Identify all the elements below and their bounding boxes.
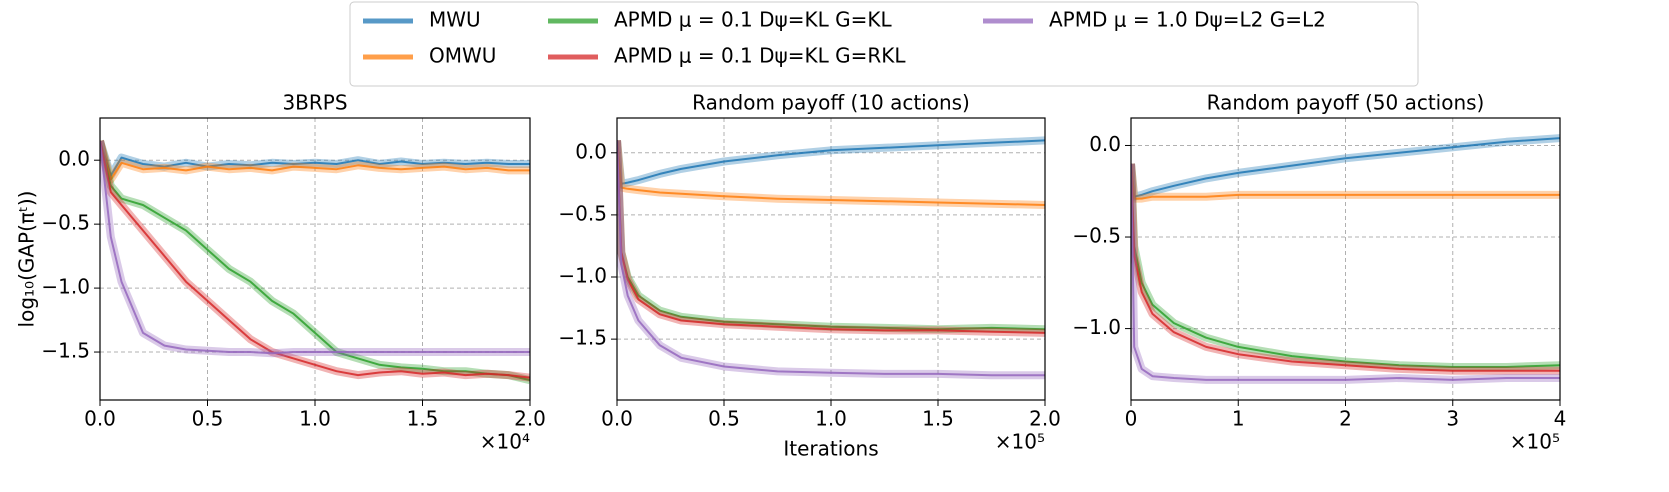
- line: [1131, 163, 1560, 368]
- y-tick-label: −0.5: [1072, 224, 1121, 248]
- x-tick-label: 1: [1232, 407, 1245, 431]
- x-tick-label: 1.0: [815, 407, 847, 431]
- x-tick-label: 3: [1446, 407, 1459, 431]
- x-tick-label: 1.5: [922, 407, 954, 431]
- x-tick-label: 4: [1554, 407, 1567, 431]
- x-tick-label: 1.5: [407, 407, 439, 431]
- y-tick-label: −1.5: [558, 326, 607, 350]
- subplot: 0.0 0.5 1.0 1.5 2.0 0.0 −0.5 −1.0 −1.5 Random pay…: [558, 91, 1060, 461]
- y-tick-label: −1.5: [41, 339, 90, 363]
- y-axis-label: log₁₀(GAP(πᵗ)): [15, 191, 39, 328]
- x-axis-label: Iterations: [783, 437, 878, 461]
- x-offset-label: ×10⁵: [1510, 430, 1560, 454]
- legend: MWU OMWU APMD μ = 0.1 Dψ=KL G=KL APMD μ = 0…: [349, 1, 1419, 87]
- x-tick-label: 0.0: [601, 407, 633, 431]
- subplot-title: 3BRPS: [282, 91, 347, 115]
- y-tick-label: −1.0: [41, 275, 90, 299]
- y-tick-label: −1.0: [558, 264, 607, 288]
- line: [617, 140, 1045, 377]
- axes-frame: [616, 117, 1046, 401]
- x-tick-label: 0: [1125, 407, 1138, 431]
- subplot: 0 1 2 3 4 0.0 −0.5 −1.0 Random payoff (50 action…: [1072, 91, 1566, 454]
- axes-frame: [1130, 117, 1561, 401]
- x-tick-label: 0.5: [708, 407, 740, 431]
- line: [617, 140, 1045, 334]
- line: [100, 140, 530, 177]
- y-tick-label: −0.5: [41, 211, 90, 235]
- subplot-title: Random payoff (10 actions): [692, 91, 970, 115]
- legend-label: APMD μ = 0.1 Dψ=KL G=RKL: [614, 44, 906, 68]
- x-offset-label: ×10⁵: [995, 430, 1045, 454]
- y-tick-label: 0.0: [1089, 132, 1121, 156]
- y-tick-label: 0.0: [58, 147, 90, 171]
- line: [1131, 163, 1560, 372]
- legend-label: OMWU: [429, 44, 496, 68]
- y-tick-label: −0.5: [558, 201, 607, 225]
- subplot: 0.0 0.5 1.0 1.5 2.0 0.0 −0.5 −1.0 −1.5 3BRPS ×10⁴ l…: [15, 91, 546, 454]
- legend-box: [349, 1, 1419, 87]
- legend-label: MWU: [429, 8, 481, 32]
- line: [617, 139, 1045, 185]
- y-tick-label: 0.0: [575, 139, 607, 163]
- y-tick-label: −1.0: [1072, 315, 1121, 339]
- legend-label: APMD μ = 1.0 Dψ=L2 G=L2: [1049, 8, 1326, 32]
- line: [1131, 163, 1560, 381]
- line: [100, 140, 530, 355]
- line: [100, 140, 530, 181]
- x-tick-label: 2.0: [514, 407, 546, 431]
- x-offset-label: ×10⁴: [480, 430, 530, 454]
- line: [617, 140, 1045, 206]
- x-tick-label: 2: [1339, 407, 1352, 431]
- line: [1131, 137, 1560, 198]
- axes-frame: [99, 117, 531, 401]
- x-tick-label: 1.0: [299, 407, 331, 431]
- line: [100, 140, 530, 379]
- x-tick-label: 2.0: [1029, 407, 1061, 431]
- x-tick-label: 0.0: [84, 407, 116, 431]
- line: [1131, 163, 1560, 200]
- legend-label: APMD μ = 0.1 Dψ=KL G=KL: [614, 8, 892, 32]
- x-tick-label: 0.5: [192, 407, 224, 431]
- line: [100, 140, 530, 382]
- subplot-title: Random payoff (50 actions): [1207, 91, 1485, 115]
